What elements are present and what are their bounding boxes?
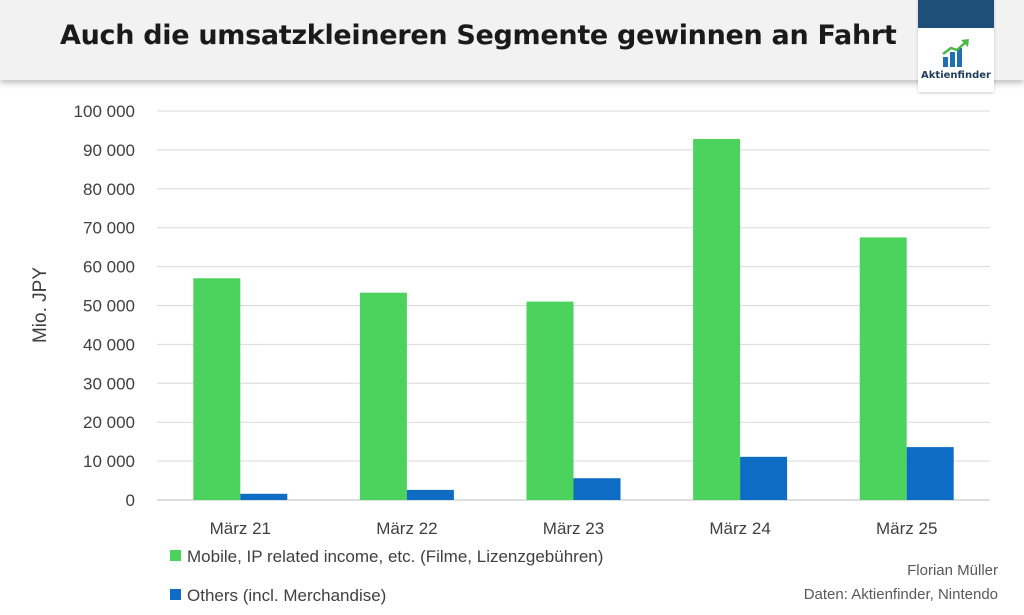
y-axis-label: Mio. JPY: [30, 267, 51, 343]
bar-others: [740, 456, 788, 500]
y-axis-ticks: 0 10 000 20 000 30 000 40 000 50 000 60 000 70 …: [74, 102, 135, 510]
legend-item-others: Others (incl. Merchandise): [170, 586, 386, 606]
bar-others: [240, 493, 288, 500]
author-credit: Florian Müller: [907, 562, 998, 579]
x-tick-label: März 25: [876, 519, 937, 538]
x-tick-label: März 22: [376, 519, 437, 538]
y-tick-label: 40 000: [83, 335, 135, 354]
y-tick-label: 90 000: [83, 141, 135, 160]
legend-label-others: Others (incl. Merchandise): [187, 586, 387, 605]
legend-label-mobile: Mobile, IP related income, etc. (Filme, …: [187, 547, 604, 566]
y-tick-label: 20 000: [83, 413, 135, 432]
y-tick-label: 100 000: [74, 102, 135, 121]
page-title: Auch die umsatzkleineren Segmente gewinn…: [60, 20, 897, 51]
bar-mobile: [193, 278, 241, 500]
y-tick-label: 70 000: [83, 219, 135, 238]
x-axis-ticks: März 21 März 22 März 23 März 24 März 25: [210, 519, 938, 538]
y-tick-label: 60 000: [83, 258, 135, 277]
bar-others: [406, 489, 454, 500]
legend-item-mobile: Mobile, IP related income, etc. (Filme, …: [170, 547, 603, 567]
y-tick-label: 30 000: [83, 374, 135, 393]
legend-swatch-others: [170, 589, 181, 600]
bar-mobile: [693, 139, 741, 500]
bar-mobile: [526, 301, 574, 500]
bar-others: [573, 478, 621, 500]
x-tick-label: März 21: [210, 519, 271, 538]
aktienfinder-logo: Aktienfinder: [918, 0, 994, 92]
x-tick-label: März 23: [543, 519, 604, 538]
header-bar: Auch die umsatzkleineren Segmente gewinn…: [0, 0, 1024, 80]
y-tick-label: 10 000: [83, 452, 135, 471]
bars: [193, 139, 954, 501]
y-tick-label: 80 000: [83, 180, 135, 199]
legend-swatch-mobile: [170, 550, 181, 561]
y-tick-label: 0: [126, 491, 135, 510]
y-tick-label: 50 000: [83, 297, 135, 316]
bar-mobile: [859, 237, 907, 501]
bar-chart-arrow-icon: [942, 39, 969, 67]
bar-mobile: [359, 292, 407, 500]
bar-others: [906, 447, 954, 500]
source-credit: Daten: Aktienfinder, Nintendo: [803, 586, 998, 603]
x-tick-label: März 24: [709, 519, 770, 538]
logo-top-bar: [918, 0, 994, 28]
logo-text: Aktienfinder: [921, 70, 991, 81]
